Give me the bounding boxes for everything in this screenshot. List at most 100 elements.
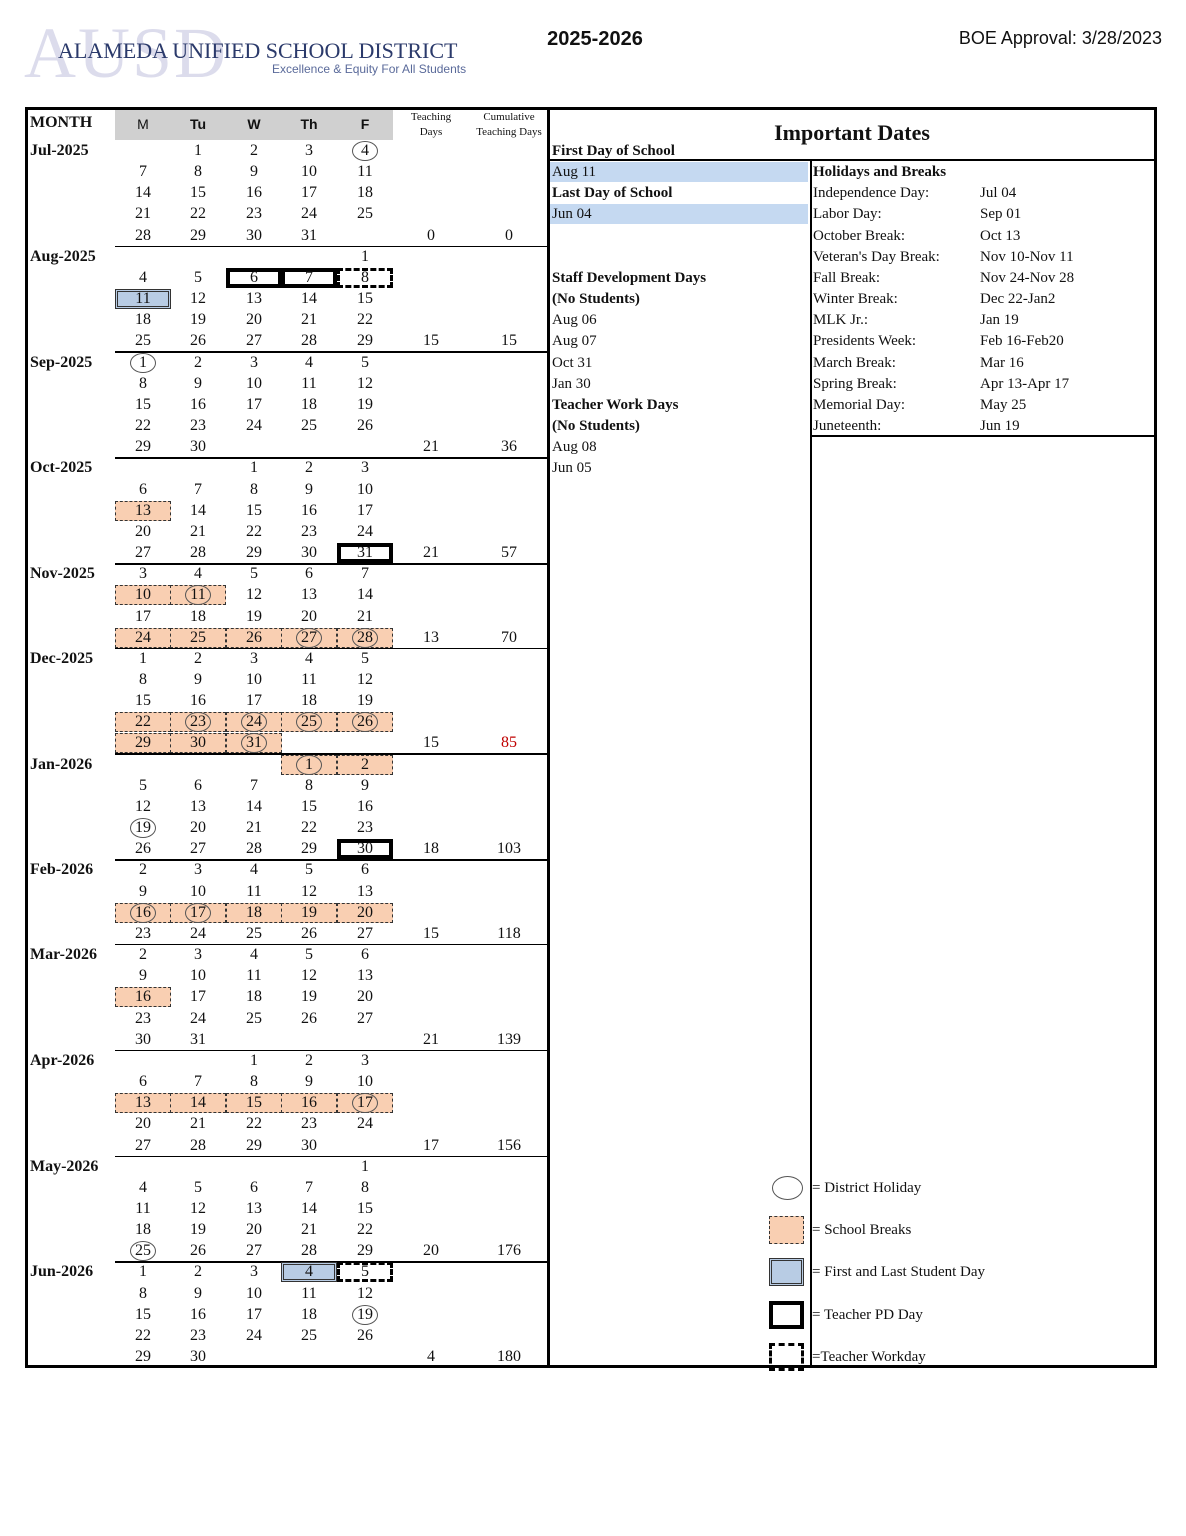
holiday-date: May 25: [980, 396, 1027, 413]
day: 26: [301, 1009, 317, 1027]
day: 29: [135, 734, 151, 752]
day: 20: [246, 311, 262, 329]
day: 30: [135, 1030, 151, 1048]
day: 26: [190, 332, 206, 350]
holiday-name: Winter Break:: [813, 291, 898, 308]
day: 11: [135, 290, 151, 308]
holiday-circle: [296, 627, 322, 648]
day: 19: [301, 988, 317, 1006]
day: 18: [246, 988, 262, 1006]
day: 26: [190, 1242, 206, 1260]
date-item: Aug 06: [552, 312, 597, 329]
dates-heading: Teacher Work Days: [552, 396, 679, 413]
day: 3: [250, 649, 258, 667]
teaching-days: 20: [423, 1242, 439, 1260]
day: 16: [190, 395, 206, 413]
day: 6: [250, 268, 258, 286]
day: 13: [246, 290, 262, 308]
break-box: [337, 754, 393, 775]
day: 17: [246, 395, 262, 413]
day: 5: [305, 861, 313, 879]
day: 9: [305, 480, 313, 498]
day: 8: [250, 480, 258, 498]
day: 18: [135, 311, 151, 329]
day: 16: [357, 797, 373, 815]
day: 10: [357, 1073, 373, 1091]
title-rule: [548, 159, 1156, 161]
day: 15: [246, 501, 262, 519]
cumulative-days: 57: [501, 544, 517, 562]
day: 8: [305, 776, 313, 794]
day: 6: [361, 861, 369, 879]
day: 1: [194, 142, 202, 159]
month-rule: [115, 457, 548, 459]
day: 16: [190, 692, 206, 710]
teaching-days: 18: [423, 840, 439, 858]
day: 26: [301, 924, 317, 942]
year: 2025-2026: [547, 28, 643, 50]
day: 4: [305, 1263, 313, 1281]
column-header: Cumulative Teaching Days: [476, 111, 542, 138]
month-rule: [115, 943, 548, 946]
day: 22: [246, 1115, 262, 1133]
first-last-box: [115, 289, 171, 310]
teaching-days: 0: [427, 226, 435, 244]
day: 14: [135, 184, 151, 202]
date-highlight: [550, 162, 808, 183]
cumulative-days: 36: [501, 438, 517, 456]
day: 21: [135, 205, 151, 223]
day: 9: [194, 671, 202, 688]
date-item: Aug 08: [552, 439, 597, 456]
day: 8: [250, 1073, 258, 1091]
day: 29: [357, 332, 373, 350]
day: 11: [246, 882, 262, 900]
day: 17: [246, 1305, 262, 1323]
day: 14: [190, 501, 206, 519]
day: 20: [190, 819, 206, 837]
month-label: Nov-2025: [30, 565, 95, 583]
holiday-circle: [185, 585, 211, 606]
day: 30: [190, 734, 206, 752]
holiday-date: Sep 01: [980, 206, 1022, 223]
day: 4: [305, 649, 313, 667]
day: 22: [357, 311, 373, 329]
day: 1: [305, 755, 313, 773]
teaching-days: 17: [423, 1136, 439, 1154]
month-label: Jun-2026: [30, 1263, 94, 1281]
day: 9: [194, 1284, 202, 1302]
day: 2: [139, 861, 147, 879]
dates-heading: (No Students): [552, 418, 640, 435]
day: 17: [357, 501, 373, 519]
month-label: Mar-2026: [30, 946, 97, 964]
day: 10: [246, 1284, 262, 1302]
day: 31: [246, 734, 262, 752]
day: 12: [301, 882, 317, 900]
day: 9: [139, 882, 147, 900]
cumulative-days: 103: [497, 840, 521, 858]
day: 14: [301, 290, 317, 308]
column-header: W: [247, 116, 261, 132]
cumulative-days: 85: [501, 734, 517, 752]
day: 26: [135, 840, 151, 858]
day: 1: [250, 1051, 258, 1069]
holiday-circle: [185, 712, 211, 733]
day: 2: [194, 353, 202, 371]
day: 3: [250, 1263, 258, 1281]
day: 18: [357, 184, 373, 202]
day: 12: [301, 967, 317, 985]
day: 16: [301, 501, 317, 519]
day: 31: [301, 226, 317, 244]
day: 15: [135, 395, 151, 413]
day: 20: [135, 522, 151, 540]
day: 16: [190, 1305, 206, 1323]
day: 25: [301, 417, 317, 435]
day: 10: [135, 586, 151, 604]
workday-box: [337, 1262, 393, 1283]
day: 8: [139, 374, 147, 392]
day: 29: [135, 1348, 151, 1366]
day: 5: [194, 1178, 202, 1196]
break-box: [170, 627, 226, 648]
day: 27: [190, 840, 206, 858]
day: 18: [301, 692, 317, 710]
